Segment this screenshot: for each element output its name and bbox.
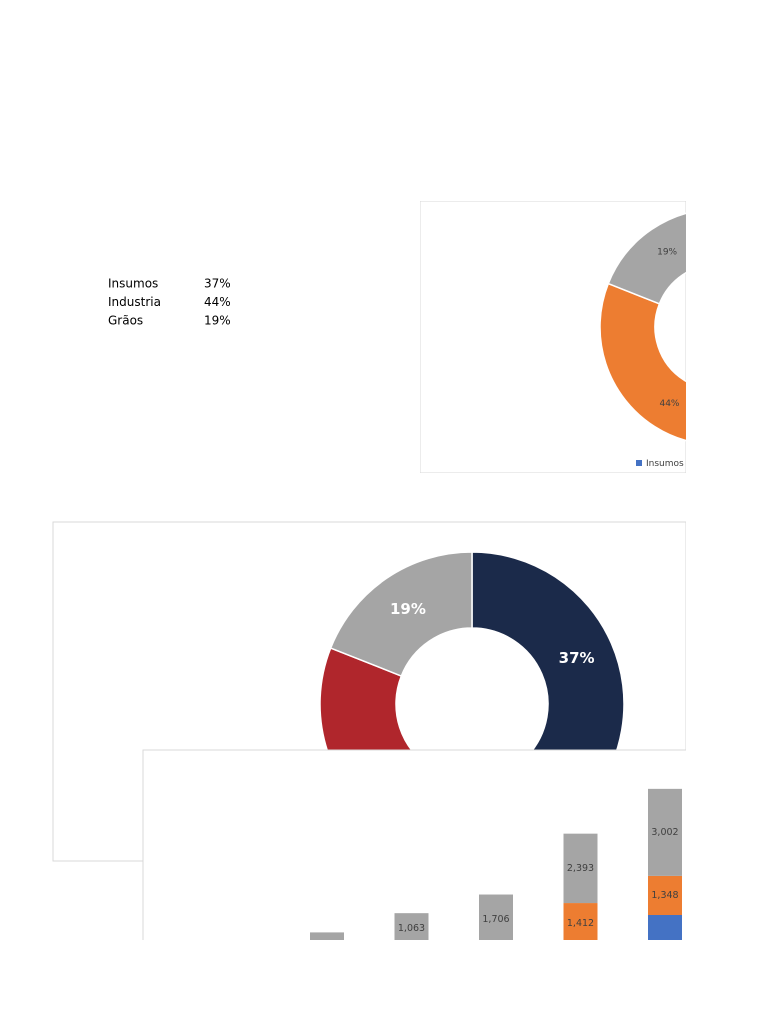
data-label: 1,348 [651, 890, 678, 901]
donut-slice [599, 282, 686, 442]
legend-label: Insumos [646, 459, 684, 469]
bar-segment [479, 894, 513, 940]
data-label: 1,412 [567, 918, 594, 929]
cell: Insumos [108, 277, 158, 291]
bar-segment [310, 932, 344, 940]
data-label: 44% [659, 399, 679, 409]
cell: 19% [204, 314, 231, 328]
data-label: 1,706 [482, 914, 509, 925]
donut-slice [607, 212, 686, 305]
cell: Grãos [108, 314, 143, 328]
donut-slice [329, 551, 473, 677]
data-label: 3,002 [651, 827, 678, 838]
cell: 37% [204, 277, 231, 291]
data-label: 37% [559, 649, 595, 667]
data-label: 1,063 [398, 923, 425, 934]
data-label: 2,393 [567, 863, 594, 874]
bar-segment [648, 875, 682, 915]
bar-segment [648, 788, 682, 876]
bar-segment [563, 903, 598, 940]
data-label: 19% [657, 248, 677, 258]
legend-swatch [636, 460, 642, 466]
cell: 44% [204, 295, 231, 309]
bar-segment [563, 833, 598, 904]
bar-chart: 1,063 1,706 1,412 2,393 1,348 3,002 [142, 749, 686, 940]
bar-segment [394, 913, 429, 940]
donut-chart: 37%44%19%InsumosIndustriaGrãos [420, 201, 686, 473]
bar-segment [648, 915, 682, 940]
cell: Industria [108, 295, 161, 309]
data-label: 19% [390, 600, 426, 618]
viewport: Insumos 37% Industria 44% Grãos 19% 37% 44% 19% I… [52, 201, 686, 940]
